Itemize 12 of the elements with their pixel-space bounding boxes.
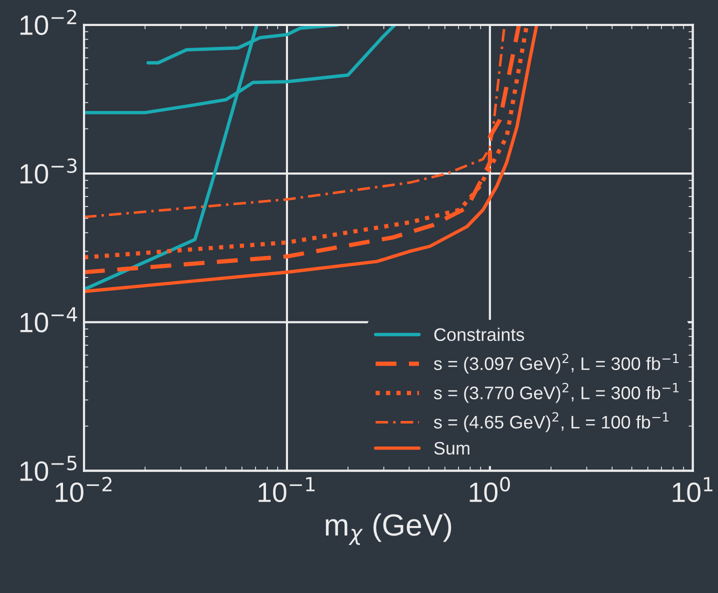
x-tick-label: 10$^{1}$	[672, 477, 712, 502]
y-tick-label: 10$^{−3}$	[20, 158, 77, 184]
legend-label: s = (4.65 GeV)$^{2}$, L = 100 fb$^{−1}$	[434, 412, 669, 432]
x-tick-label: 10$^{0}$	[470, 476, 510, 502]
legend-label: s = (3.097 GeV)$^{2}$, L = 300 fb$^{−1}$	[434, 354, 679, 374]
legend-label: s = (3.770 GeV)$^{2}$, L = 300 fb$^{−1}$	[434, 382, 679, 403]
legend-label: Sum	[434, 442, 470, 455]
y-tick-label: 10$^{−2}$	[20, 10, 76, 36]
x-axis-title: m$_{χ}$ (GeV)	[326, 513, 452, 546]
x-tick-label: 10$^{−1}$	[258, 477, 315, 502]
legend-label: Constraints	[434, 328, 524, 342]
y-tick-label: 10$^{−4}$	[20, 307, 78, 332]
